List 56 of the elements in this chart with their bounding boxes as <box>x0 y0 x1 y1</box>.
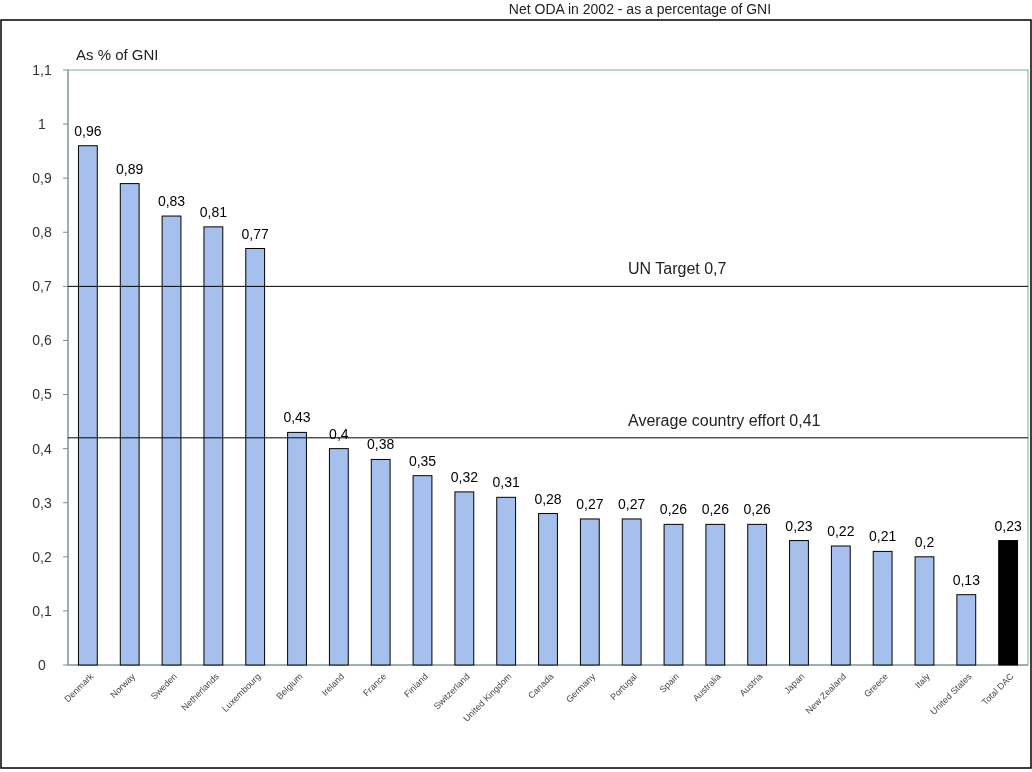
data-label: 0,26 <box>659 501 688 518</box>
data-label: 0,38 <box>367 436 395 453</box>
data-label: 0,27 <box>576 495 604 512</box>
y-tick-label: 0,2 <box>32 548 52 565</box>
bar <box>789 540 809 666</box>
y-tick-label: 0,7 <box>32 278 52 295</box>
bar <box>370 458 391 666</box>
y-tick-label: 0,5 <box>32 386 52 403</box>
bar <box>705 523 726 666</box>
data-label: 0,27 <box>618 495 646 512</box>
data-label: 0,31 <box>492 474 521 491</box>
data-label: 0,83 <box>157 193 186 210</box>
bar <box>663 523 684 666</box>
bar <box>412 475 433 666</box>
data-label: 0,43 <box>283 409 311 426</box>
bar <box>830 545 851 666</box>
data-label: 0,96 <box>74 122 102 139</box>
bar <box>538 513 558 666</box>
data-label: 0,81 <box>199 203 228 220</box>
data-label: 0,28 <box>534 490 562 507</box>
bar <box>328 448 349 666</box>
data-label: 0,23 <box>994 517 1022 534</box>
y-axis-title: As % of GNI <box>76 46 159 63</box>
bar <box>747 523 768 666</box>
data-label: 0,35 <box>408 452 437 469</box>
data-label: 0,13 <box>952 571 981 588</box>
data-label: 0,21 <box>869 528 897 545</box>
data-label: 0,89 <box>116 160 144 177</box>
data-label: 0,26 <box>743 501 771 518</box>
ref-line-label: UN Target 0,7 <box>628 260 727 278</box>
bar <box>956 594 977 666</box>
y-tick-label: 0,6 <box>32 332 52 349</box>
chart-title: Net ODA in 2002 - as a percentage of GNI <box>508 1 772 17</box>
bar <box>872 550 893 666</box>
y-tick-label: 0,1 <box>32 602 52 619</box>
data-label: 0,32 <box>450 468 479 485</box>
y-tick-label: 0,4 <box>32 440 52 457</box>
bar <box>579 518 600 666</box>
bar <box>998 540 1019 666</box>
y-tick-label: 0,3 <box>32 494 52 511</box>
bar <box>914 556 935 666</box>
data-label: 0,26 <box>701 501 730 518</box>
y-tick-label: 1,1 <box>32 61 52 78</box>
bar <box>454 491 475 666</box>
bar <box>496 496 517 666</box>
bar <box>621 518 642 666</box>
ref-line-label: Average country effort 0,41 <box>628 411 821 429</box>
y-tick-label: 0 <box>38 656 47 673</box>
x-tick-label: Italy <box>913 671 933 691</box>
y-tick-label: 1 <box>38 115 47 132</box>
y-tick-label: 0,9 <box>32 170 52 187</box>
data-label: 0,77 <box>241 225 270 242</box>
data-label: 0,22 <box>827 523 855 539</box>
y-tick-label: 0,8 <box>32 224 52 241</box>
data-label: 0,23 <box>785 517 813 534</box>
data-label: 0,2 <box>914 533 935 550</box>
